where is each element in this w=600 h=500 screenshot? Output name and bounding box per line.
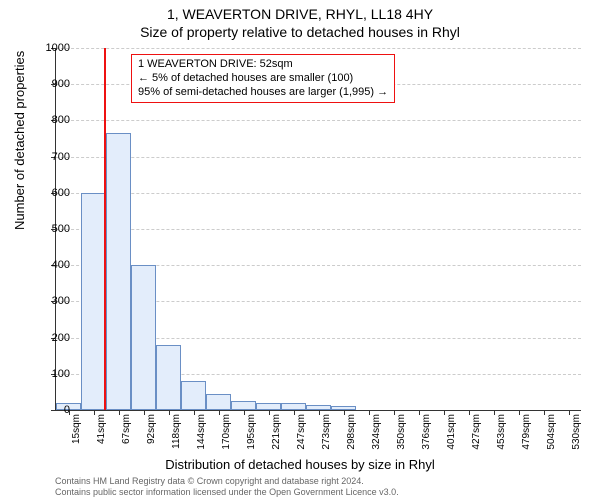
x-tick-label: 41sqm <box>96 414 107 464</box>
x-tick <box>419 410 420 415</box>
x-tick-label: 15sqm <box>71 414 82 464</box>
x-tick-label: 170sqm <box>221 414 232 464</box>
footer-text: Contains HM Land Registry data © Crown c… <box>55 476 399 498</box>
footer-line-2: Contains public sector information licen… <box>55 487 399 498</box>
y-tick-label: 0 <box>30 404 70 416</box>
x-tick <box>319 410 320 415</box>
x-tick <box>119 410 120 415</box>
x-tick <box>544 410 545 415</box>
y-tick-label: 400 <box>30 259 70 271</box>
info-box-line: ← 5% of detached houses are smaller (100… <box>138 72 388 86</box>
x-tick-label: 530sqm <box>571 414 582 464</box>
x-tick <box>369 410 370 415</box>
x-tick-label: 247sqm <box>296 414 307 464</box>
gridline <box>56 157 581 158</box>
bar <box>156 345 181 410</box>
x-tick-label: 376sqm <box>421 414 432 464</box>
chart-title-main: 1, WEAVERTON DRIVE, RHYL, LL18 4HY <box>0 6 600 22</box>
x-tick-label: 144sqm <box>196 414 207 464</box>
bar <box>181 381 206 410</box>
x-tick-label: 504sqm <box>546 414 557 464</box>
info-box-line: 95% of semi-detached houses are larger (… <box>138 86 388 100</box>
bar <box>131 265 156 410</box>
plot-area: 1 WEAVERTON DRIVE: 52sqm← 5% of detached… <box>55 48 581 411</box>
y-tick-label: 1000 <box>30 42 70 54</box>
y-axis-label: Number of detached properties <box>12 51 27 230</box>
gridline <box>56 229 581 230</box>
x-tick-label: 479sqm <box>521 414 532 464</box>
x-tick <box>494 410 495 415</box>
x-tick-label: 221sqm <box>271 414 282 464</box>
x-tick <box>144 410 145 415</box>
y-tick-label: 300 <box>30 295 70 307</box>
chart-container: 1, WEAVERTON DRIVE, RHYL, LL18 4HY Size … <box>0 0 600 500</box>
gridline <box>56 193 581 194</box>
x-tick <box>94 410 95 415</box>
x-tick <box>244 410 245 415</box>
x-tick-label: 401sqm <box>446 414 457 464</box>
x-tick <box>569 410 570 415</box>
x-tick <box>194 410 195 415</box>
info-box: 1 WEAVERTON DRIVE: 52sqm← 5% of detached… <box>131 54 395 103</box>
bar <box>231 401 256 410</box>
bar <box>281 403 306 410</box>
y-tick-label: 500 <box>30 223 70 235</box>
x-tick-label: 453sqm <box>496 414 507 464</box>
x-tick-label: 273sqm <box>321 414 332 464</box>
y-tick-label: 100 <box>30 368 70 380</box>
bar <box>106 133 131 410</box>
y-tick-label: 900 <box>30 78 70 90</box>
x-tick <box>294 410 295 415</box>
x-tick-label: 324sqm <box>371 414 382 464</box>
x-tick <box>519 410 520 415</box>
x-tick-label: 67sqm <box>121 414 132 464</box>
x-tick-label: 427sqm <box>471 414 482 464</box>
y-tick-label: 800 <box>30 114 70 126</box>
info-box-line: 1 WEAVERTON DRIVE: 52sqm <box>138 58 388 72</box>
bar <box>81 193 106 410</box>
x-tick <box>269 410 270 415</box>
x-tick-label: 92sqm <box>146 414 157 464</box>
y-tick-label: 200 <box>30 332 70 344</box>
y-tick-label: 600 <box>30 187 70 199</box>
marker-line <box>104 48 106 410</box>
gridline <box>56 48 581 49</box>
x-tick-label: 298sqm <box>346 414 357 464</box>
x-tick <box>469 410 470 415</box>
x-tick-label: 195sqm <box>246 414 257 464</box>
bar <box>206 394 231 410</box>
x-tick <box>444 410 445 415</box>
y-tick-label: 700 <box>30 151 70 163</box>
chart-title-sub: Size of property relative to detached ho… <box>0 24 600 40</box>
gridline <box>56 120 581 121</box>
x-tick-label: 350sqm <box>396 414 407 464</box>
x-tick-label: 118sqm <box>171 414 182 464</box>
x-tick <box>169 410 170 415</box>
bar <box>256 403 281 410</box>
x-tick <box>344 410 345 415</box>
x-tick <box>394 410 395 415</box>
footer-line-1: Contains HM Land Registry data © Crown c… <box>55 476 399 487</box>
x-tick <box>219 410 220 415</box>
